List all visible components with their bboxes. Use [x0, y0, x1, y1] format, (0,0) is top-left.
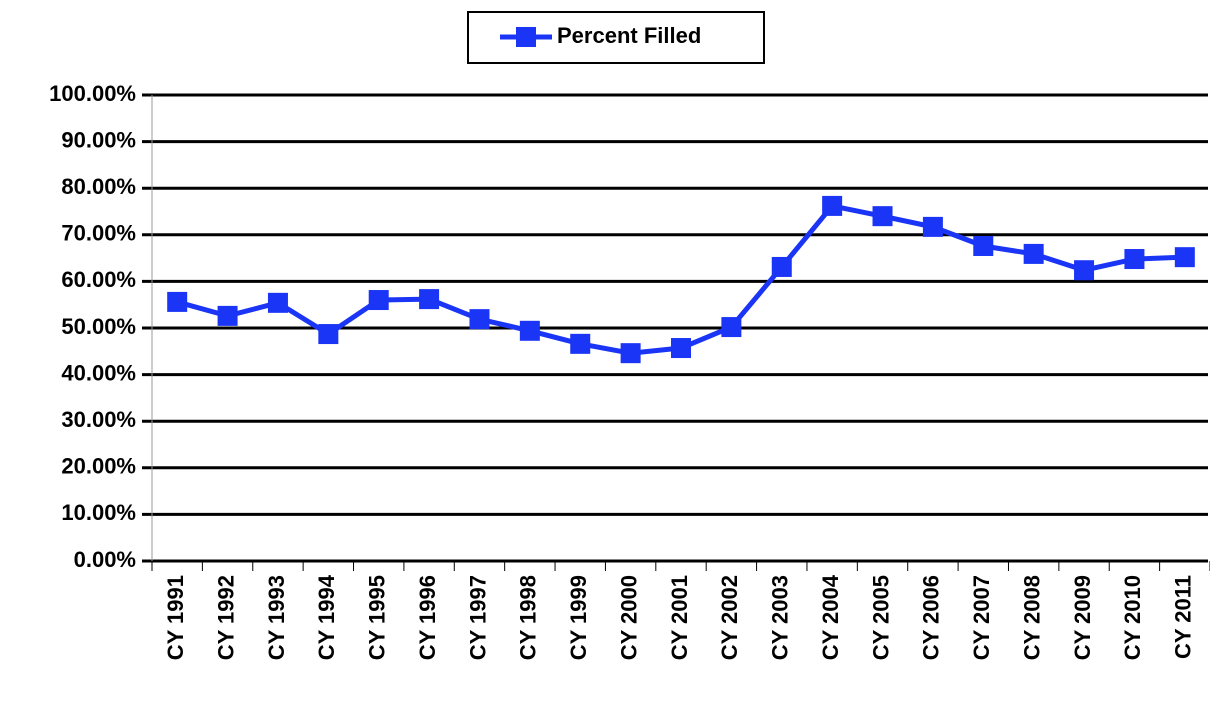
y-tick-label: 0.00% [74, 547, 136, 572]
data-point [469, 309, 490, 330]
y-tick-label: 50.00% [61, 314, 136, 339]
y-tick-label: 40.00% [61, 360, 136, 385]
x-tick-label: CY 1993 [264, 575, 289, 660]
data-point [267, 292, 288, 313]
data-point [973, 235, 994, 256]
data-point [519, 320, 540, 341]
y-tick-label: 80.00% [61, 174, 136, 199]
data-point [318, 324, 339, 345]
data-point [570, 333, 591, 354]
data-point [671, 338, 691, 359]
data-point [1174, 247, 1195, 268]
data-point [771, 256, 792, 277]
x-tick-label: CY 2007 [969, 575, 994, 660]
x-tick-label: CY 2002 [717, 575, 742, 660]
data-point [368, 290, 389, 311]
data-point [1023, 243, 1044, 264]
x-tick-label: CY 2000 [616, 575, 641, 660]
data-point [1074, 260, 1095, 281]
x-tick-label: CY 1991 [163, 575, 188, 660]
x-tick-label: CY 2004 [818, 574, 843, 660]
y-tick-label: 30.00% [61, 407, 136, 432]
y-tick-label: 60.00% [61, 267, 136, 292]
x-tick-label: CY 1992 [213, 575, 238, 660]
y-tick-label: 90.00% [61, 127, 136, 152]
data-point [1124, 249, 1145, 270]
x-tick-label: CY 1994 [314, 574, 339, 660]
x-tick-label: CY 1996 [415, 575, 440, 660]
x-tick-label: CY 1998 [516, 575, 541, 660]
x-tick-label: CY 2006 [919, 575, 944, 660]
data-point [721, 317, 742, 338]
data-point [419, 289, 440, 310]
y-tick-label: 100.00% [49, 81, 136, 106]
y-tick-label: 70.00% [61, 221, 136, 246]
data-point [822, 195, 843, 216]
x-tick-label: CY 2003 [768, 575, 793, 660]
data-point [167, 291, 188, 312]
x-tick-label: CY 2009 [1070, 575, 1095, 660]
y-tick-label: 10.00% [61, 500, 136, 525]
x-tick-label: CY 1997 [465, 575, 490, 660]
data-point [922, 216, 943, 237]
x-tick-label: CY 1995 [365, 575, 390, 660]
data-point [217, 305, 238, 326]
y-tick-label: 20.00% [61, 454, 136, 479]
x-tick-label: CY 2008 [1019, 575, 1044, 660]
data-point [620, 343, 641, 364]
x-tick-label: CY 2010 [1120, 575, 1145, 660]
x-tick-label: CY 2001 [667, 575, 692, 660]
data-point [872, 206, 893, 227]
legend-marker [516, 27, 536, 47]
legend-label: Percent Filled [557, 23, 701, 48]
x-tick-label: CY 2011 [1171, 575, 1196, 659]
x-tick-label: CY 1999 [566, 575, 591, 660]
x-tick-label: CY 2005 [868, 575, 893, 660]
